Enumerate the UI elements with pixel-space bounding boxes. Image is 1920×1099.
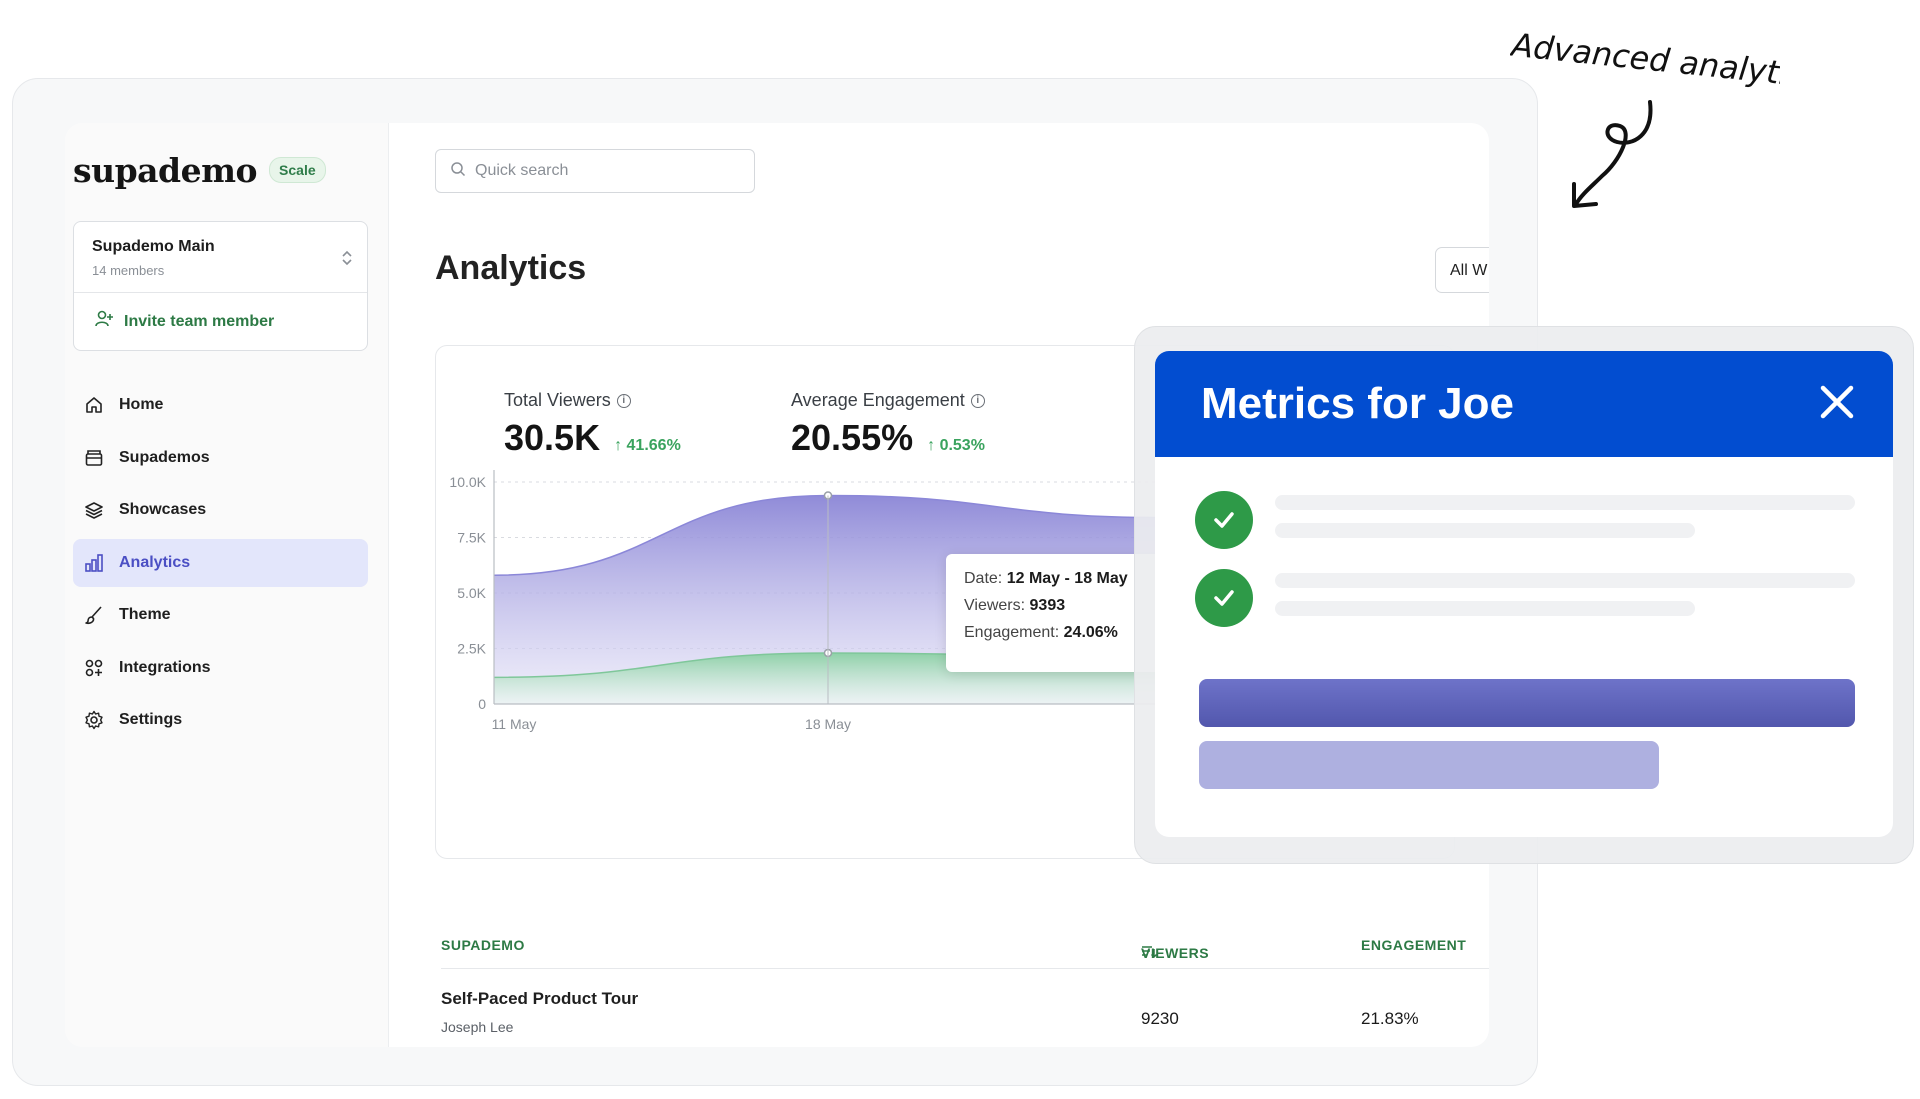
info-icon[interactable]: i bbox=[616, 393, 631, 408]
workspace-switcher: Supademo Main 14 members Invite team mem… bbox=[73, 221, 368, 351]
sidebar-item-label: Supademos bbox=[119, 448, 210, 466]
info-icon[interactable]: i bbox=[970, 393, 985, 408]
sidebar-item-home[interactable]: Home bbox=[73, 381, 368, 429]
tooltip-viewers-label: Viewers: bbox=[964, 597, 1026, 614]
kpi-label: Total Viewers bbox=[504, 390, 611, 410]
sort-icon bbox=[1141, 945, 1158, 962]
column-header-supademo[interactable]: SUPADEMO bbox=[441, 937, 525, 953]
search-placeholder: Quick search bbox=[475, 162, 569, 179]
sidebar-item-supademos[interactable]: Supademos bbox=[73, 434, 368, 482]
modal-header: Metrics for Joe bbox=[1155, 351, 1893, 457]
row-engagement: 21.83% bbox=[1361, 1009, 1419, 1028]
search-icon bbox=[450, 161, 466, 182]
x-tick-label: 18 May bbox=[805, 716, 851, 732]
annotation-arrow bbox=[1572, 100, 1653, 208]
y-tick-label: 5.0K bbox=[457, 585, 486, 601]
sidebar-item-showcases[interactable]: Showcases bbox=[73, 486, 368, 534]
search-input[interactable]: Quick search bbox=[435, 149, 755, 193]
table-row[interactable]: Self-Paced Product Tour Joseph Lee 9230 … bbox=[441, 989, 1489, 1035]
row-demo-name[interactable]: Self-Paced Product Tour bbox=[441, 989, 639, 1008]
close-icon[interactable] bbox=[1819, 384, 1855, 425]
sidebar-nav: Home Supademos Showcases Analytics Theme bbox=[73, 381, 368, 744]
y-tick-label: 7.5K bbox=[457, 530, 486, 546]
chevron-up-down-icon bbox=[341, 249, 353, 267]
tooltip-date-label: Date: bbox=[964, 570, 1003, 587]
logo[interactable]: supademo bbox=[73, 150, 258, 190]
tooltip-viewers-value: 9393 bbox=[1029, 597, 1066, 614]
brand-row: supademo Scale bbox=[73, 145, 368, 195]
layers-icon bbox=[83, 499, 105, 521]
brush-icon bbox=[83, 604, 105, 626]
kpi-label: Average Engagement bbox=[791, 390, 965, 410]
check-circle-icon bbox=[1195, 491, 1253, 549]
arrow-up-icon: ↑ bbox=[614, 437, 623, 454]
box-icon bbox=[83, 447, 105, 469]
tooltip-date-value: 12 May - 18 May bbox=[1006, 570, 1128, 587]
table-header: SUPADEMO VIEWERS ENGAGEMENT bbox=[441, 929, 1489, 969]
y-tick-label: 2.5K bbox=[457, 641, 486, 657]
metric-bar-secondary bbox=[1199, 741, 1659, 789]
check-circle-icon bbox=[1195, 569, 1253, 627]
x-tick-label: 11 May bbox=[492, 716, 537, 732]
row-owner: Joseph Lee bbox=[441, 1019, 514, 1035]
home-icon bbox=[83, 394, 105, 416]
sidebar-item-label: Showcases bbox=[119, 501, 207, 518]
skeleton-line bbox=[1275, 523, 1695, 538]
kpi-delta: ↑ 0.53% bbox=[927, 437, 985, 455]
bar-chart-icon bbox=[83, 552, 105, 574]
sidebar-item-label: Theme bbox=[119, 606, 171, 623]
svg-text:Advanced analytics: Advanced analytics bbox=[1510, 28, 1780, 96]
arrow-up-icon: ↑ bbox=[927, 437, 936, 454]
kpi-delta: ↑ 41.66% bbox=[614, 437, 681, 455]
row-viewers: 9230 bbox=[1141, 1009, 1179, 1028]
annotation-advanced-analytics: Advanced analytics bbox=[1508, 25, 1824, 118]
y-tick-label: 10.0K bbox=[449, 474, 486, 490]
workspace-selector[interactable]: Supademo Main 14 members bbox=[74, 222, 367, 293]
column-header-viewers-label: VIEWERS bbox=[1141, 945, 1210, 961]
sidebar-item-integrations[interactable]: Integrations bbox=[73, 644, 368, 692]
workspace-name: Supademo Main bbox=[92, 238, 215, 255]
tooltip-engagement-value: 24.06% bbox=[1063, 624, 1118, 641]
sidebar-item-label: Home bbox=[119, 396, 164, 413]
kpi-delta-value: 41.66% bbox=[626, 437, 681, 454]
sidebar-item-label: Integrations bbox=[119, 658, 211, 676]
kpi-value: 30.5K bbox=[504, 417, 601, 458]
skeleton-line bbox=[1275, 573, 1855, 588]
kpi-average-engagement: Average Engagement i 20.55% ↑ 0.53% bbox=[791, 390, 985, 459]
metric-bar-primary bbox=[1199, 679, 1855, 727]
kpi-delta-value: 0.53% bbox=[939, 437, 985, 454]
gear-icon bbox=[83, 709, 105, 731]
workspace-members: 14 members bbox=[92, 263, 165, 278]
sidebar: supademo Scale Supademo Main 14 members bbox=[65, 123, 389, 1047]
kpi-value: 20.55% bbox=[791, 417, 914, 458]
sidebar-item-analytics[interactable]: Analytics bbox=[73, 538, 368, 587]
modal-title: Metrics for Joe bbox=[1201, 379, 1514, 428]
sidebar-item-settings[interactable]: Settings bbox=[73, 696, 368, 744]
metrics-modal-backdrop: Metrics for Joe bbox=[1134, 326, 1914, 864]
column-header-engagement[interactable]: ENGAGEMENT bbox=[1361, 937, 1467, 953]
user-plus-icon bbox=[94, 309, 114, 334]
tooltip-engagement-label: Engagement: bbox=[964, 624, 1060, 641]
skeleton-line bbox=[1275, 601, 1695, 616]
filter-dropdown-button[interactable]: All W bbox=[1435, 247, 1489, 293]
metrics-modal: Metrics for Joe bbox=[1155, 351, 1893, 837]
sidebar-item-label: Analytics bbox=[119, 553, 191, 571]
invite-team-member-button[interactable]: Invite team member bbox=[74, 293, 367, 350]
skeleton-line bbox=[1275, 495, 1855, 510]
kpi-total-viewers: Total Viewers i 30.5K ↑ 41.66% bbox=[504, 390, 681, 459]
invite-label: Invite team member bbox=[124, 312, 275, 330]
y-tick-label: 0 bbox=[478, 696, 486, 712]
page-title: Analytics bbox=[435, 249, 587, 287]
sidebar-item-label: Settings bbox=[119, 711, 183, 728]
chart-tooltip: Date: 12 May - 18 May Viewers: 9393 Enga… bbox=[946, 554, 1166, 672]
sidebar-item-theme[interactable]: Theme bbox=[73, 591, 368, 639]
integrations-icon bbox=[83, 657, 105, 679]
plan-badge: Scale bbox=[269, 157, 326, 183]
